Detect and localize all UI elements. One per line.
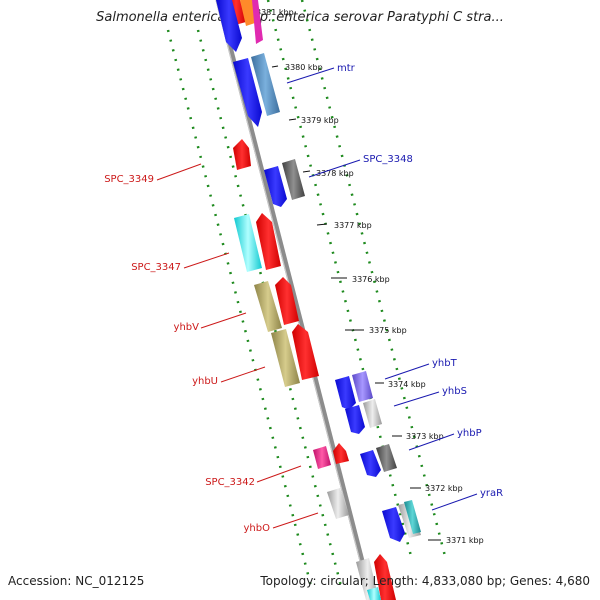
gene-block-cyan[interactable] xyxy=(234,214,262,272)
gene-block-gray-yhbP[interactable] xyxy=(376,444,397,472)
kbp-label: 3371 kbp xyxy=(446,536,484,545)
gene-block-olive-1[interactable] xyxy=(254,281,282,332)
gene-arrow-blue-3378[interactable] xyxy=(264,166,287,207)
kbp-label: 3375 kbp xyxy=(369,326,407,335)
topology-summary: Topology: circular; Length: 4,833,080 bp… xyxy=(260,574,590,588)
map-title: Salmonella enterica subsp. enterica sero… xyxy=(96,10,504,25)
gene-label-spc3347[interactable]: SPC_3347 xyxy=(131,262,181,273)
leader-line-yhbS xyxy=(393,391,440,407)
gene-arrow-red-bottom[interactable] xyxy=(374,554,396,600)
left-leader-lines xyxy=(156,163,319,529)
outer-right-dotted-track xyxy=(300,0,448,561)
kbp-label: 3380 kbp xyxy=(285,63,323,72)
kbp-tick-mark xyxy=(288,118,297,121)
kbp-label: 3378 kbp xyxy=(316,169,354,178)
leader-line-yhbP xyxy=(408,433,455,451)
gene-arrow-mtr[interactable] xyxy=(233,58,262,127)
gene-label-yhbO[interactable]: yhbO xyxy=(244,523,271,534)
kbp-label: 3376 kbp xyxy=(352,275,390,284)
kbp-tick-mark xyxy=(271,65,279,68)
gene-arrow-yhbV[interactable] xyxy=(275,277,299,325)
gene-label-yraR[interactable]: yraR xyxy=(480,488,503,499)
leader-line-yhbV xyxy=(200,312,247,329)
kbp-label: 3377 kbp xyxy=(334,221,372,230)
gene-block-purple-yhbT[interactable] xyxy=(352,371,373,402)
gene-block-olive-2[interactable] xyxy=(271,329,300,387)
gene-block-cyan-bottom xyxy=(367,587,381,600)
gene-arrow-spc3342[interactable] xyxy=(333,443,349,464)
leader-line-spc3347 xyxy=(183,252,230,269)
gene-label-yhbV[interactable]: yhbV xyxy=(174,322,200,333)
accession-text: Accession: NC_012125 xyxy=(8,574,145,588)
gene-block-teal-yraR[interactable] xyxy=(404,500,421,534)
gene-arrow-spc3349[interactable] xyxy=(233,139,251,170)
gene-block-top-stack-magenta xyxy=(252,0,263,44)
kbp-tick-mark xyxy=(302,170,311,173)
outer-left-dotted-track xyxy=(166,29,314,591)
gene-block-light-yhbS[interactable] xyxy=(363,399,382,428)
leader-line-yhbT xyxy=(384,363,430,380)
leader-line-yhbU xyxy=(220,366,266,383)
gene-block-steel-mtr[interactable] xyxy=(251,53,280,116)
leader-line-yhbO xyxy=(272,512,319,529)
leader-line-mtr xyxy=(286,67,335,84)
gene-label-spc3342[interactable]: SPC_3342 xyxy=(205,477,255,488)
leader-line-spc3348 xyxy=(308,159,361,178)
inner-left-dotted-track xyxy=(196,29,344,591)
gene-label-yhbS[interactable]: yhbS xyxy=(442,386,467,397)
gene-arrow-yhbU[interactable] xyxy=(292,324,319,380)
kbp-label: 3379 kbp xyxy=(301,116,339,125)
gene-label-spc3349[interactable]: SPC_3349 xyxy=(104,174,154,185)
kbp-label: 3381 kbp xyxy=(256,8,294,17)
kbp-label: 3374 kbp xyxy=(388,380,426,389)
gene-arrow-blue-yraR[interactable] xyxy=(382,507,405,542)
gene-arrow-blue-yhbS[interactable] xyxy=(345,405,365,434)
leader-line-spc3342 xyxy=(256,465,302,483)
gene-arrow-blue-yhbP[interactable] xyxy=(360,450,381,477)
gene-label-spc3348[interactable]: SPC_3348 xyxy=(363,154,413,165)
gene-arrow-blue-3374[interactable] xyxy=(335,376,356,410)
gene-block-light-left[interactable] xyxy=(327,488,349,519)
gene-block-gray-3348[interactable] xyxy=(282,159,305,200)
kbp-label: 3372 kbp xyxy=(425,484,463,493)
gene-block-magenta[interactable] xyxy=(313,446,331,469)
kbp-tick-mark xyxy=(316,223,328,226)
right-leader-lines xyxy=(286,67,478,511)
gene-label-yhbP[interactable]: yhbP xyxy=(457,428,482,439)
gene-label-yhbU[interactable]: yhbU xyxy=(192,376,218,387)
leader-line-spc3349 xyxy=(156,163,202,181)
leader-line-yraR xyxy=(431,493,478,511)
gene-arrow-blue-top xyxy=(216,0,242,52)
gene-arrow-spc3347[interactable] xyxy=(256,213,281,270)
kbp-label: 3373 kbp xyxy=(406,432,444,441)
gene-label-yhbT[interactable]: yhbT xyxy=(432,358,458,369)
gene-label-mtr[interactable]: mtr xyxy=(337,63,356,74)
